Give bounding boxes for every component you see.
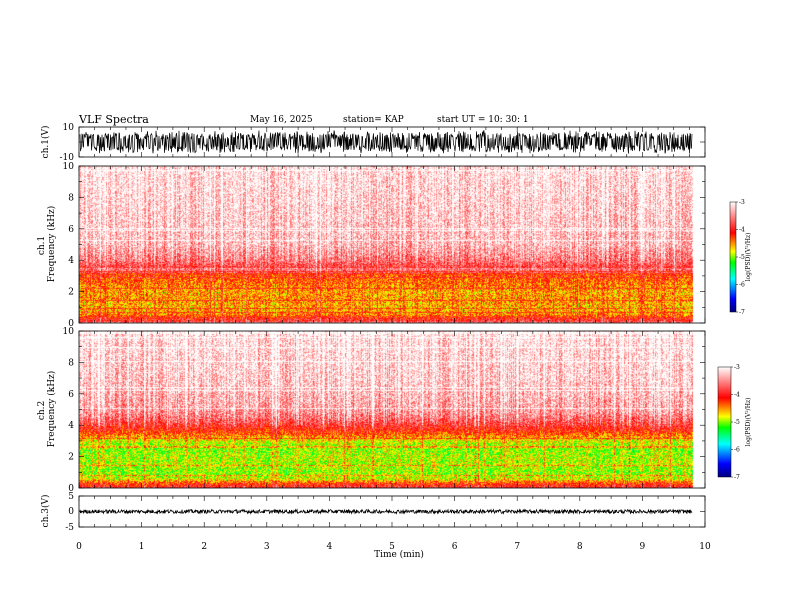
x-tick-label: 2 xyxy=(201,542,207,552)
colorbar-tick-label: -6 xyxy=(734,447,740,454)
freq-tick-label: 4 xyxy=(68,256,74,266)
start-time-label: start UT = 10: 30: 1 xyxy=(437,115,529,125)
figure-title: VLF Spectra xyxy=(78,113,149,126)
freq-tick-label: 0 xyxy=(68,484,74,494)
colorbar-tick-label: -5 xyxy=(734,419,740,426)
colorbar-tick-label: -7 xyxy=(739,309,745,316)
x-axis-label: Time (min) xyxy=(374,549,424,560)
x-tick-label: 4 xyxy=(327,542,333,552)
x-tick-label: 10 xyxy=(699,542,711,552)
freq-tick-label: 2 xyxy=(68,288,74,298)
freq-tick-label: 0 xyxy=(68,319,74,329)
ch1-ylabel-line2: Frequency (kHz) xyxy=(46,206,57,283)
ch3-ytick-0: 0 xyxy=(68,507,74,517)
colorbar-tick-label: -4 xyxy=(734,392,740,399)
station-label: station= KAP xyxy=(343,115,404,125)
ch1-colorbar-label: log(PSD)(V²/Hz) xyxy=(745,233,752,282)
x-tick-label: 8 xyxy=(577,542,583,552)
date-label: May 16, 2025 xyxy=(250,115,313,125)
freq-tick-label: 6 xyxy=(68,390,74,400)
x-tick-label: 3 xyxy=(264,542,270,552)
x-tick-label: 7 xyxy=(514,542,520,552)
colorbar-tick-label: -5 xyxy=(739,254,745,261)
ch2-ylabel-line2: Frequency (kHz) xyxy=(46,371,57,448)
freq-tick-label: 6 xyxy=(68,225,74,235)
ch1-spectrogram-image xyxy=(79,166,705,323)
x-tick-label: 0 xyxy=(76,542,82,552)
x-tick-label: 9 xyxy=(640,542,646,552)
ch3-waveform-ylabel: ch.3(V) xyxy=(40,495,51,528)
ch3-ytick-neg5: -5 xyxy=(65,523,74,533)
ch2-spectrogram-image xyxy=(79,331,705,488)
ch2-colorbar-label: log(PSD)(V²/Hz) xyxy=(745,398,752,447)
x-tick-label: 6 xyxy=(452,542,458,552)
freq-tick-label: 8 xyxy=(68,358,74,368)
ch1-spectrogram-ylabel: ch.1 Frequency (kHz) xyxy=(37,206,57,283)
freq-tick-label: 2 xyxy=(68,453,74,463)
colorbar-tick-label: -7 xyxy=(734,474,740,481)
x-tick-labels: 0 1 2 3 4 5 6 7 8 9 10 xyxy=(76,542,711,552)
x-tick-label: 1 xyxy=(139,542,145,552)
ch2-spectrogram-ylabel: ch.2 Frequency (kHz) xyxy=(37,371,57,448)
colorbar-tick-label: -4 xyxy=(739,227,745,234)
colorbar-tick-label: -3 xyxy=(739,199,745,206)
ch2-ylabel-line1: ch.2 xyxy=(37,401,47,420)
ch3-waveform-line xyxy=(79,508,693,515)
ch1-colorbar xyxy=(729,201,737,313)
freq-tick-label: 4 xyxy=(68,421,74,431)
ch1-waveform-ylabel: ch.1(V) xyxy=(40,126,51,159)
ch3-ytick-5: 5 xyxy=(68,492,74,502)
freq-tick-label: 10 xyxy=(63,162,75,172)
freq-tick-label: 8 xyxy=(68,193,74,203)
ch3-waveform-panel: 5 0 -5 ch.3(V) xyxy=(40,492,706,533)
colorbar-tick-label: -6 xyxy=(739,282,745,289)
colorbar-tick-label: -3 xyxy=(734,364,740,371)
ch1-waveform-panel: 10 -10 ch.1(V) xyxy=(40,123,706,163)
x-tick-label: 5 xyxy=(389,542,395,552)
ch2-colorbar xyxy=(717,366,732,478)
freq-tick-label: 10 xyxy=(63,327,75,337)
ch1-ytick-top: 10 xyxy=(63,123,75,133)
ch1-ylabel-line1: ch.1 xyxy=(37,236,47,255)
ch1-ytick-bottom: -10 xyxy=(60,153,75,163)
ch1-waveform-line xyxy=(79,130,693,154)
